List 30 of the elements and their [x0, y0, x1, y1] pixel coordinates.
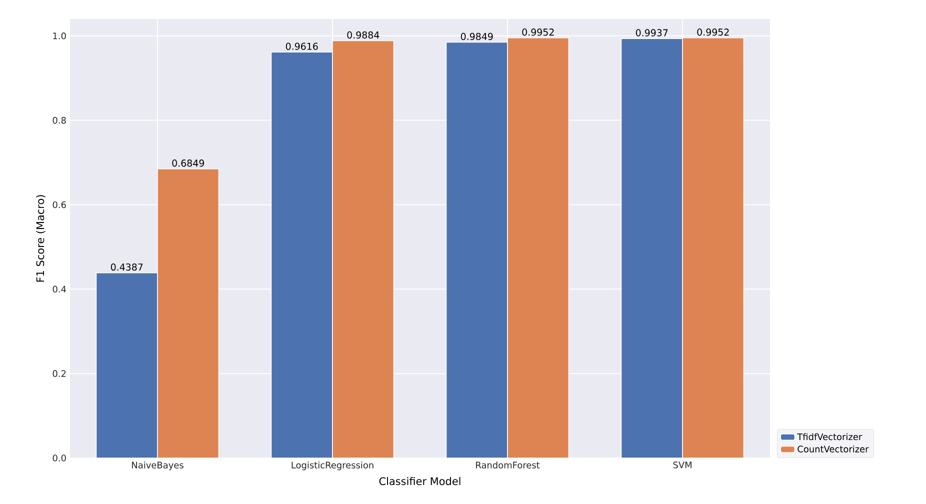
y-tick-label: 0.8 — [52, 116, 66, 124]
legend-label: CountVectorizer — [798, 446, 869, 452]
y-tick-label: 0.6 — [52, 201, 66, 208]
bar — [270, 52, 333, 458]
data-label: 0.9937 — [636, 29, 668, 36]
data-label: 0.9884 — [347, 31, 380, 39]
data-label: 0.9952 — [697, 28, 729, 36]
data-label: 0.4387 — [110, 263, 143, 271]
bar — [620, 38, 683, 458]
x-tick-label: RandomForest — [476, 462, 540, 468]
y-axis-title: F1 Score (Macro) — [36, 195, 46, 282]
data-label: 0.9616 — [286, 42, 318, 50]
bar — [446, 42, 508, 458]
y-tick-label: 0.4 — [52, 286, 66, 293]
data-label: 0.9849 — [460, 32, 493, 40]
x-tick-label: SVM — [673, 462, 692, 468]
bar — [96, 272, 158, 458]
y-tick-label: 1.0 — [53, 32, 66, 40]
y-tick-label: 0.0 — [52, 454, 66, 462]
bar — [507, 38, 570, 458]
legend-label: TfidfVectorizer — [797, 433, 862, 440]
y-tick-label: 0.2 — [52, 370, 66, 377]
data-label: 0.9952 — [522, 28, 554, 36]
data-label: 0.6849 — [172, 160, 204, 167]
x-tick-label: NaiveBayes — [132, 462, 184, 470]
x-axis-title: Classifier Model — [379, 477, 460, 486]
bar — [332, 40, 394, 458]
bar — [158, 168, 219, 458]
bar — [682, 38, 744, 458]
x-tick-label: LogisticRegression — [292, 462, 374, 470]
